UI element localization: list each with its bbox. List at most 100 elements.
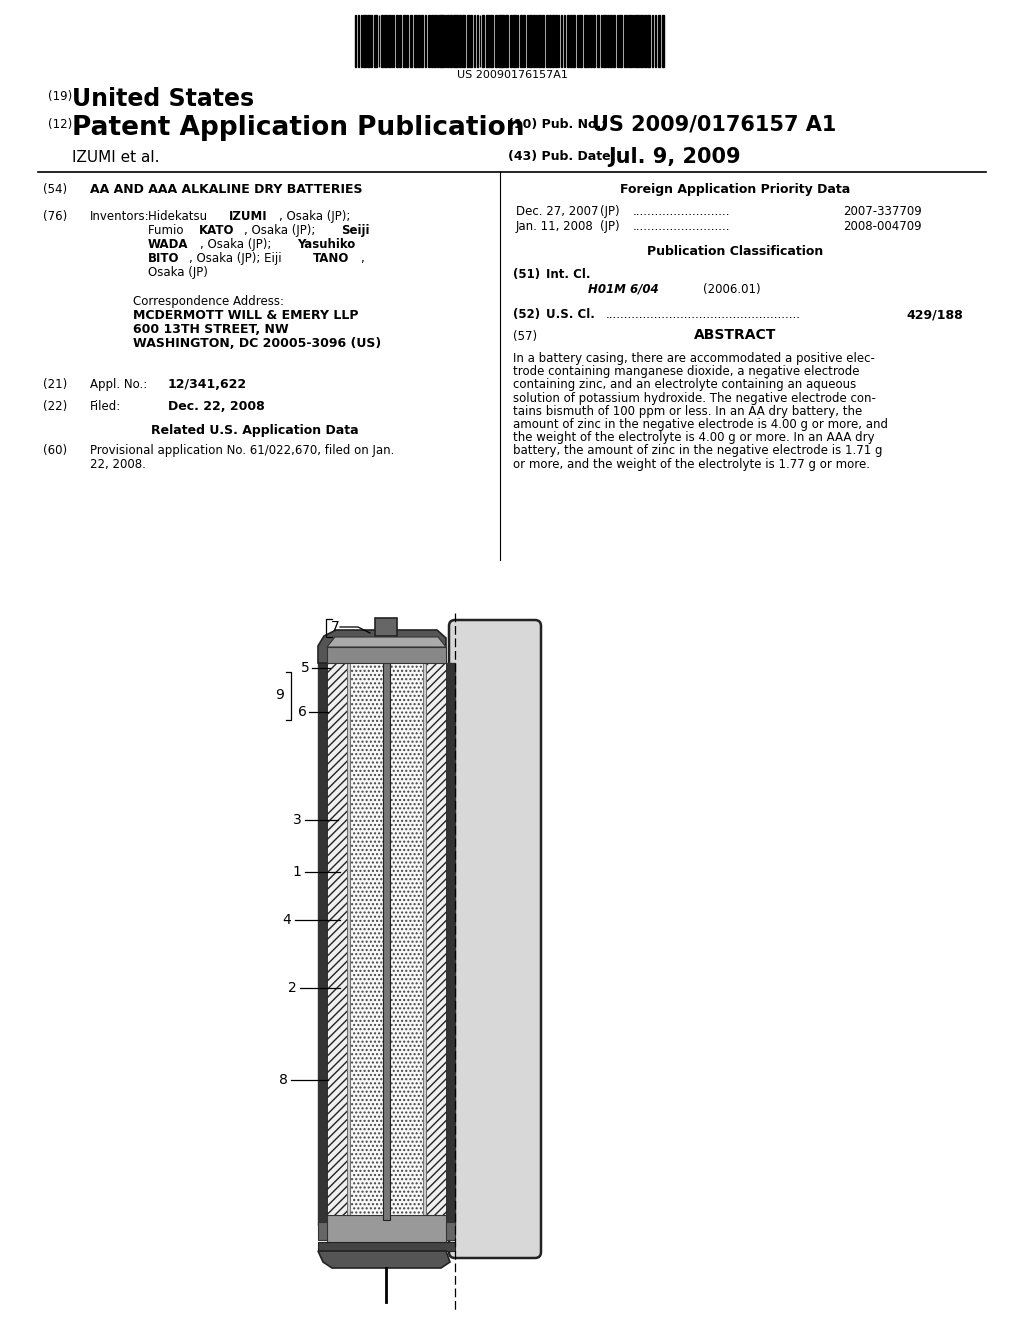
Text: WASHINGTON, DC 20005-3096 (US): WASHINGTON, DC 20005-3096 (US) — [133, 337, 381, 350]
Bar — [375, 618, 397, 636]
Bar — [428, 15, 430, 67]
Bar — [603, 15, 606, 67]
Bar — [620, 15, 622, 67]
Bar — [355, 15, 356, 67]
Bar — [482, 15, 484, 67]
Bar — [505, 15, 508, 67]
Text: TANO: TANO — [313, 252, 349, 265]
Polygon shape — [318, 630, 446, 663]
Text: Hidekatsu: Hidekatsu — [148, 210, 211, 223]
Bar — [444, 15, 445, 67]
Text: (60): (60) — [43, 444, 68, 457]
Bar — [572, 15, 573, 67]
Bar — [536, 15, 538, 67]
Bar — [350, 663, 423, 1214]
Text: (JP): (JP) — [600, 205, 620, 218]
Bar — [652, 15, 653, 67]
Text: (51): (51) — [513, 268, 540, 281]
Text: 7: 7 — [331, 620, 339, 634]
Bar — [633, 15, 635, 67]
Text: Provisional application No. 61/022,670, filed on Jan.: Provisional application No. 61/022,670, … — [90, 444, 394, 457]
Text: battery, the amount of zinc in the negative electrode is 1.71 g: battery, the amount of zinc in the negat… — [513, 445, 883, 458]
Bar — [456, 15, 458, 67]
Text: or more, and the weight of the electrolyte is 1.77 g or more.: or more, and the weight of the electroly… — [513, 458, 870, 471]
Bar — [450, 15, 452, 67]
Text: WADA: WADA — [148, 238, 188, 251]
Text: 3: 3 — [293, 813, 301, 828]
Text: (54): (54) — [43, 183, 68, 195]
Bar — [459, 15, 461, 67]
Bar — [436, 15, 438, 67]
Bar — [470, 15, 472, 67]
Bar — [501, 15, 504, 67]
Bar — [423, 663, 426, 1214]
Bar — [391, 15, 392, 67]
Bar — [327, 1214, 446, 1245]
Bar — [579, 15, 582, 67]
Bar — [418, 15, 420, 67]
Text: Patent Application Publication: Patent Application Publication — [72, 115, 524, 141]
Bar — [442, 15, 444, 67]
Bar — [607, 15, 608, 67]
Bar — [426, 663, 446, 1214]
Bar — [601, 15, 602, 67]
Bar — [318, 1242, 455, 1251]
Text: Foreign Application Priority Data: Foreign Application Priority Data — [620, 183, 850, 195]
Bar — [364, 15, 367, 67]
Text: Inventors:: Inventors: — [90, 210, 150, 223]
Polygon shape — [318, 1251, 450, 1269]
Bar — [431, 15, 433, 67]
Polygon shape — [327, 638, 446, 647]
Bar — [520, 15, 521, 67]
Bar — [357, 15, 359, 67]
Text: (19): (19) — [48, 90, 73, 103]
Text: 1: 1 — [293, 865, 301, 879]
Text: MCDERMOTT WILL & EMERY LLP: MCDERMOTT WILL & EMERY LLP — [133, 309, 358, 322]
Text: trode containing manganese dioxide, a negative electrode: trode containing manganese dioxide, a ne… — [513, 366, 859, 379]
Text: (52): (52) — [513, 308, 540, 321]
Text: US 2009/0176157 A1: US 2009/0176157 A1 — [592, 115, 837, 135]
Bar — [555, 15, 557, 67]
Text: ..........................: .......................... — [633, 205, 730, 218]
Bar — [454, 15, 455, 67]
Bar — [543, 15, 544, 67]
Text: 22, 2008.: 22, 2008. — [90, 458, 145, 471]
Text: (JP): (JP) — [600, 220, 620, 234]
Bar — [383, 657, 390, 1220]
Text: ,: , — [359, 252, 364, 265]
Bar — [498, 15, 500, 67]
Text: 2008-004709: 2008-004709 — [843, 220, 922, 234]
Text: 9: 9 — [275, 688, 285, 702]
Text: Publication Classification: Publication Classification — [647, 246, 823, 257]
Bar — [561, 15, 562, 67]
Bar — [593, 15, 595, 67]
Bar — [467, 15, 469, 67]
Text: tains bismuth of 100 ppm or less. In an AA dry battery, the: tains bismuth of 100 ppm or less. In an … — [513, 405, 862, 418]
Text: 2: 2 — [288, 981, 296, 995]
Bar — [526, 15, 528, 67]
Bar — [393, 15, 394, 67]
Bar — [552, 15, 554, 67]
Text: Jul. 9, 2009: Jul. 9, 2009 — [608, 147, 740, 168]
Bar — [327, 663, 347, 1214]
Bar — [410, 15, 412, 67]
Bar — [367, 15, 370, 67]
Text: Int. Cl.: Int. Cl. — [546, 268, 591, 281]
Bar — [402, 15, 406, 67]
Bar — [647, 15, 650, 67]
Bar — [590, 15, 592, 67]
Text: Seiji: Seiji — [341, 224, 370, 238]
Bar — [523, 15, 525, 67]
Bar — [439, 15, 441, 67]
Bar — [407, 15, 408, 67]
Bar — [657, 15, 659, 67]
Bar — [539, 15, 542, 67]
FancyBboxPatch shape — [449, 620, 541, 1258]
Bar — [662, 15, 664, 67]
Bar — [327, 647, 446, 663]
Bar — [635, 15, 639, 67]
Text: Dec. 22, 2008: Dec. 22, 2008 — [168, 400, 265, 413]
Bar — [425, 15, 426, 67]
Text: (12): (12) — [48, 117, 73, 131]
Bar — [318, 663, 327, 1225]
